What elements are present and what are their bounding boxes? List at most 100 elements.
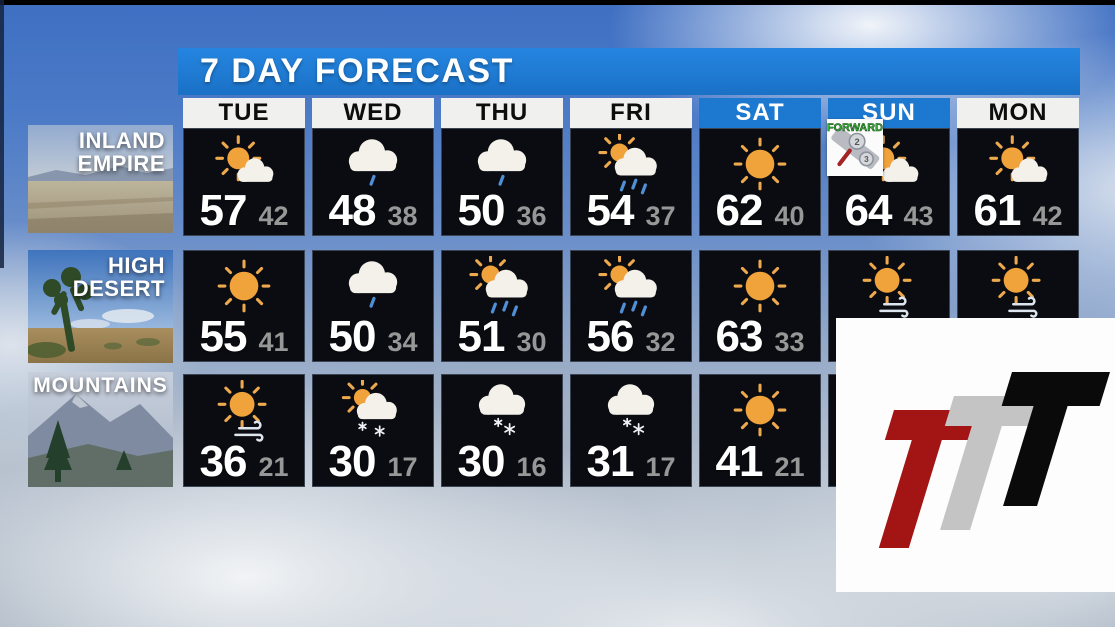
temperatures: 50 36 xyxy=(442,189,562,233)
low-temp: 21 xyxy=(258,452,289,482)
low-temp: 38 xyxy=(387,201,418,231)
forecast-cell-inland-empire-thu: 50 36 xyxy=(441,128,563,236)
forecast-cell-high-desert-sat: 63 33 xyxy=(699,250,821,362)
spring-forward-clock-icon: 23 FORWARD xyxy=(827,122,883,169)
region-label-mountains: MOUNTAINS xyxy=(33,374,168,397)
forecast-cell-inland-empire-fri: 54 37 xyxy=(570,128,692,236)
temperatures: 63 33 xyxy=(700,315,820,359)
day-header-sat: SAT xyxy=(699,98,821,128)
temperatures: 64 43 xyxy=(829,189,949,233)
weather-icon-cloud-rain xyxy=(348,261,398,308)
weather-icon-sun-cloud-rain xyxy=(469,256,528,317)
weather-icon-sun-wind xyxy=(991,256,1041,318)
temperatures: 62 40 xyxy=(700,189,820,233)
high-desert-photo xyxy=(28,250,173,363)
temperatures: 56 32 xyxy=(571,315,691,359)
high-temp: 48 xyxy=(328,186,377,235)
low-temp: 40 xyxy=(774,201,805,231)
region-tile-mountains: MOUNTAINS xyxy=(28,372,173,487)
weather-icon-sunny xyxy=(217,259,271,313)
letterbox-left-bar xyxy=(0,0,4,268)
weather-icon-partly-sunny xyxy=(989,135,1048,182)
region-tile-high-desert: HIGH DESERT xyxy=(28,250,173,363)
svg-text:3: 3 xyxy=(864,154,869,164)
high-temp: 50 xyxy=(328,312,377,361)
forecast-cell-high-desert-wed: 50 34 xyxy=(312,250,434,362)
low-temp: 42 xyxy=(258,201,289,231)
forecast-banner: 7 DAY FORECAST xyxy=(178,48,1080,95)
weather-icon-sunny xyxy=(733,137,787,191)
forecast-cell-mountains-sat: 41 21 xyxy=(699,374,821,487)
weather-icon-cloud-snow xyxy=(478,384,526,436)
temperatures: 48 38 xyxy=(313,189,433,233)
low-temp: 32 xyxy=(645,327,676,357)
forecast-cell-mountains-fri: 31 17 xyxy=(570,374,692,487)
temperatures: 54 37 xyxy=(571,189,691,233)
temperatures: 51 30 xyxy=(442,315,562,359)
low-temp: 37 xyxy=(645,201,676,231)
low-temp: 36 xyxy=(516,201,547,231)
temperatures: 55 41 xyxy=(184,315,304,359)
forecast-cell-mountains-tue: 36 21 xyxy=(183,374,305,487)
high-temp: 50 xyxy=(457,186,506,235)
banner-title: 7 DAY FORECAST xyxy=(200,52,514,90)
temperatures: 50 34 xyxy=(313,315,433,359)
day-header-thu: THU xyxy=(441,98,563,128)
day-header-mon: MON xyxy=(957,98,1079,128)
temperatures: 30 17 xyxy=(313,440,433,484)
forecast-cell-inland-empire-sun: 64 43 2 3 FORWARD xyxy=(827,119,950,236)
high-temp: 57 xyxy=(199,186,248,235)
temperatures: 41 21 xyxy=(700,440,820,484)
weather-icon-sun-cloud-snow xyxy=(341,380,397,437)
temperatures: 36 21 xyxy=(184,440,304,484)
high-temp: 31 xyxy=(586,437,635,486)
region-label-inland-empire: INLAND EMPIRE xyxy=(77,128,165,176)
high-temp: 64 xyxy=(844,186,893,235)
high-temp: 30 xyxy=(457,437,506,486)
day-header-wed: WED xyxy=(312,98,434,128)
spring-forward-badge: 2 3 FORWARD xyxy=(827,119,883,176)
low-temp: 34 xyxy=(387,327,418,357)
forecast-cell-inland-empire-wed: 48 38 xyxy=(312,128,434,236)
weather-icon-sunny xyxy=(733,383,787,437)
temperatures: 31 17 xyxy=(571,440,691,484)
high-temp: 36 xyxy=(199,437,248,486)
day-header-sun: SUN xyxy=(828,98,950,128)
high-temp: 51 xyxy=(457,312,506,361)
forecast-cell-high-desert-thu: 51 30 xyxy=(441,250,563,362)
low-temp: 41 xyxy=(258,327,289,357)
temperatures: 30 16 xyxy=(442,440,562,484)
temperatures: 61 42 xyxy=(958,189,1078,233)
day-header-fri: FRI xyxy=(570,98,692,128)
low-temp: 42 xyxy=(1032,201,1063,231)
weather-icon-cloud-snow xyxy=(607,384,655,436)
day-header-tue: TUE xyxy=(183,98,305,128)
high-temp: 61 xyxy=(973,186,1022,235)
high-temp: 41 xyxy=(715,437,764,486)
high-temp: 30 xyxy=(328,437,377,486)
high-temp: 56 xyxy=(586,312,635,361)
low-temp: 33 xyxy=(774,327,805,357)
weather-icon-sun-cloud-rain xyxy=(598,256,657,317)
svg-text:2: 2 xyxy=(854,137,859,147)
low-temp: 43 xyxy=(903,201,934,231)
forecast-cell-mountains-wed: 30 17 xyxy=(312,374,434,487)
weather-icon-cloud-rain xyxy=(348,139,398,186)
low-temp: 17 xyxy=(645,452,676,482)
triple-t-logo-icon xyxy=(878,372,1110,548)
low-temp: 16 xyxy=(516,452,547,482)
forecast-cell-inland-empire-tue: 57 42 xyxy=(183,128,305,236)
mountains-photo xyxy=(28,372,173,487)
high-temp: 54 xyxy=(586,186,635,235)
region-label-high-desert: HIGH DESERT xyxy=(72,253,165,301)
weather-icon-partly-sunny xyxy=(215,135,274,182)
temperatures: 57 42 xyxy=(184,189,304,233)
forecast-cell-inland-empire-sat: 62 40 xyxy=(699,128,821,236)
low-temp: 30 xyxy=(516,327,547,357)
letterbox-top-bar xyxy=(0,0,1115,5)
low-temp: 17 xyxy=(387,452,418,482)
forecast-cell-mountains-thu: 30 16 xyxy=(441,374,563,487)
inland-empire-photo xyxy=(28,125,173,233)
forecast-cell-high-desert-fri: 56 32 xyxy=(570,250,692,362)
